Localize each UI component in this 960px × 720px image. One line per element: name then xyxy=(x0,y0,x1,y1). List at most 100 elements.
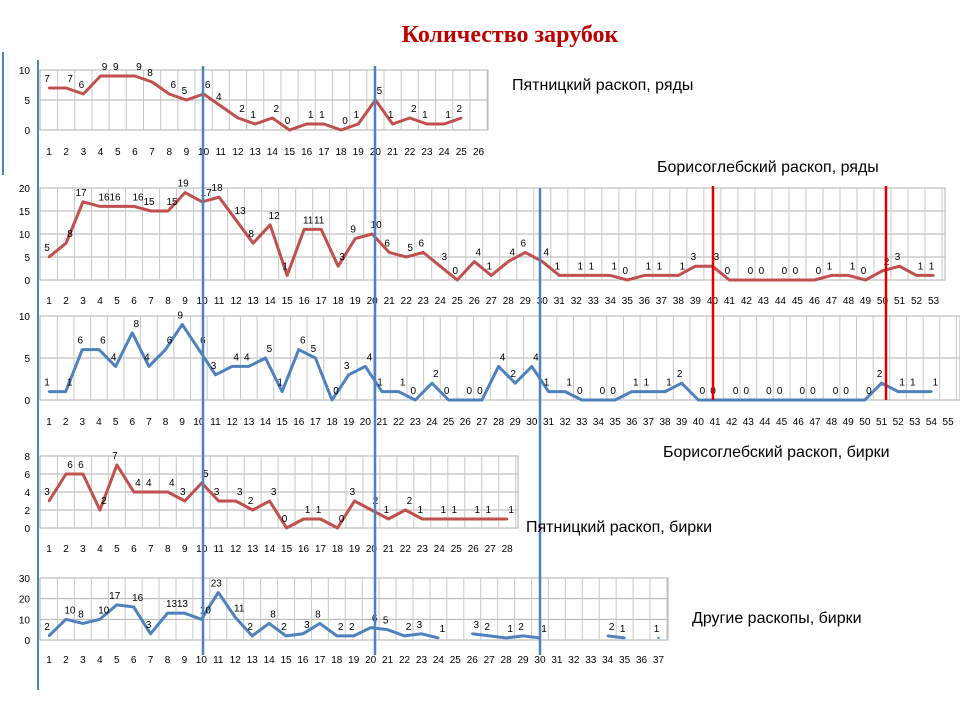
chart-1-xtick-label: 16 xyxy=(299,296,311,307)
chart-3-ytick-label: 6 xyxy=(24,470,30,481)
chart-4-point xyxy=(47,634,51,638)
chart-1-xtick-label: 26 xyxy=(469,296,481,307)
chart-1-xtick-label: 18 xyxy=(333,296,345,307)
chart-3-point xyxy=(387,517,390,521)
chart-2-point xyxy=(813,398,817,402)
chart-1-point xyxy=(592,274,595,277)
chart-2-ytick-label: 0 xyxy=(24,396,30,407)
chart-2-point xyxy=(397,390,400,393)
chart-2-point xyxy=(330,398,334,402)
chart-0-data-label: 2 xyxy=(411,104,417,115)
chart-1-data-label: 0 xyxy=(623,266,629,277)
chart-4-xtick-label: 17 xyxy=(314,655,326,666)
chart-3-xtick-label: 2 xyxy=(63,544,69,555)
chart-1-xtick-label: 31 xyxy=(554,296,566,307)
chart-1-point xyxy=(64,242,68,245)
chart-3-point xyxy=(81,472,85,476)
chart-2-point xyxy=(896,390,900,393)
caption-pyatnitsky-tags: Пятницкий раскоп, бирки xyxy=(526,519,712,536)
chart-4-point xyxy=(487,634,491,638)
chart-1-xtick-label: 52 xyxy=(911,296,923,307)
chart-4-data-label: 2 xyxy=(406,622,412,633)
chart-4-xtick-label: 30 xyxy=(534,655,546,666)
chart-1-xtick-label: 22 xyxy=(401,296,413,307)
chart-4-data-label: 11 xyxy=(234,603,245,614)
chart-4-xtick-label: 16 xyxy=(297,655,309,666)
chart-3-xtick-label: 17 xyxy=(315,544,327,555)
chart-4-data-label: 1 xyxy=(541,624,547,635)
chart-4-xtick-label: 27 xyxy=(484,655,496,666)
chart-1-point xyxy=(575,274,578,277)
chart-2-point xyxy=(647,390,650,393)
chart-3-point xyxy=(336,526,339,530)
chart-4-point xyxy=(149,632,152,635)
chart-1-xtick-label: 13 xyxy=(248,296,260,307)
chart-1-data-label: 0 xyxy=(759,266,765,277)
chart-3-data-label: 3 xyxy=(237,487,243,498)
chart-0-xtick-label: 6 xyxy=(132,147,138,158)
chart-4-xtick-label: 19 xyxy=(348,655,360,666)
chart-2-xtick-label: 5 xyxy=(113,417,119,428)
chart-1-xtick-label: 7 xyxy=(148,296,154,307)
chart-1-point xyxy=(285,274,289,277)
chart-1-xtick-label: 41 xyxy=(724,296,736,307)
chart-2-data-label: 1 xyxy=(933,378,939,389)
chart-3-point xyxy=(98,508,102,512)
chart-2-data-label: 1 xyxy=(910,378,916,389)
chart-4-data-label: 8 xyxy=(270,609,276,620)
chart-2-data-label: 0 xyxy=(700,386,706,397)
chart-0-data-label: 0 xyxy=(342,116,348,127)
chart-0-data-label: 9 xyxy=(113,62,119,73)
chart-2-data-label: 6 xyxy=(300,336,306,347)
chart-4-xtick-label: 26 xyxy=(467,655,479,666)
chart-2-point xyxy=(64,390,67,393)
chart-1-xtick-label: 47 xyxy=(826,296,838,307)
chart-0-data-label: 6 xyxy=(170,80,176,91)
chart-1-point xyxy=(388,251,391,254)
chart-2-point xyxy=(380,390,384,393)
chart-0-point xyxy=(47,86,51,90)
chart-1-data-label: 3 xyxy=(339,252,345,263)
chart-4-point xyxy=(437,636,440,640)
chart-3-point xyxy=(302,517,305,521)
chart-1-xtick-label: 39 xyxy=(690,296,702,307)
chart-1-data-label: 16 xyxy=(98,192,110,203)
chart-4-xtick-label: 36 xyxy=(636,655,648,666)
chart-3-xtick-label: 28 xyxy=(502,544,514,555)
chart-1-point xyxy=(132,205,136,208)
chart-3-point xyxy=(421,517,424,521)
chart-2-xtick-label: 44 xyxy=(759,417,771,428)
chart-1-data-label: 0 xyxy=(748,266,754,277)
chart-2-point xyxy=(780,398,783,402)
chart-2-data-label: 0 xyxy=(833,386,839,397)
chart-2-ytick-label: 10 xyxy=(19,312,31,323)
chart-4-point xyxy=(369,626,372,629)
chart-1-point xyxy=(336,265,340,268)
chart-3-point xyxy=(251,508,254,512)
chart-2-point xyxy=(347,373,350,376)
chart-4-xtick-label: 37 xyxy=(653,655,665,666)
chart-3-point xyxy=(268,499,271,503)
chart-2-point xyxy=(414,398,417,402)
chart-1-data-label: 1 xyxy=(929,261,935,272)
chart-3-data-label: 1 xyxy=(316,505,322,516)
chart-3-data-label: 1 xyxy=(485,505,491,516)
chart-4-xtick-label: 11 xyxy=(213,655,224,666)
chart-1-point xyxy=(149,209,153,213)
chart-4-point xyxy=(217,591,220,594)
chart-2-point xyxy=(613,398,617,402)
chart-4-point xyxy=(234,616,237,619)
chart-0-xtick-label: 3 xyxy=(81,147,87,158)
chart-0-xtick-label: 16 xyxy=(301,147,313,158)
chart-2-data-label: 0 xyxy=(777,386,783,397)
chart-1-data-label: 9 xyxy=(350,225,356,236)
chart-3-point xyxy=(505,517,509,521)
chart-4-point xyxy=(606,634,609,638)
chart-2-point xyxy=(280,390,284,393)
chart-3-point xyxy=(285,526,288,530)
chart-1-xtick-label: 43 xyxy=(758,296,770,307)
chart-4-point xyxy=(504,636,508,640)
chart-1-point xyxy=(898,265,901,268)
chart-3-data-label: 3 xyxy=(271,487,277,498)
chart-4-series-line xyxy=(47,590,439,640)
